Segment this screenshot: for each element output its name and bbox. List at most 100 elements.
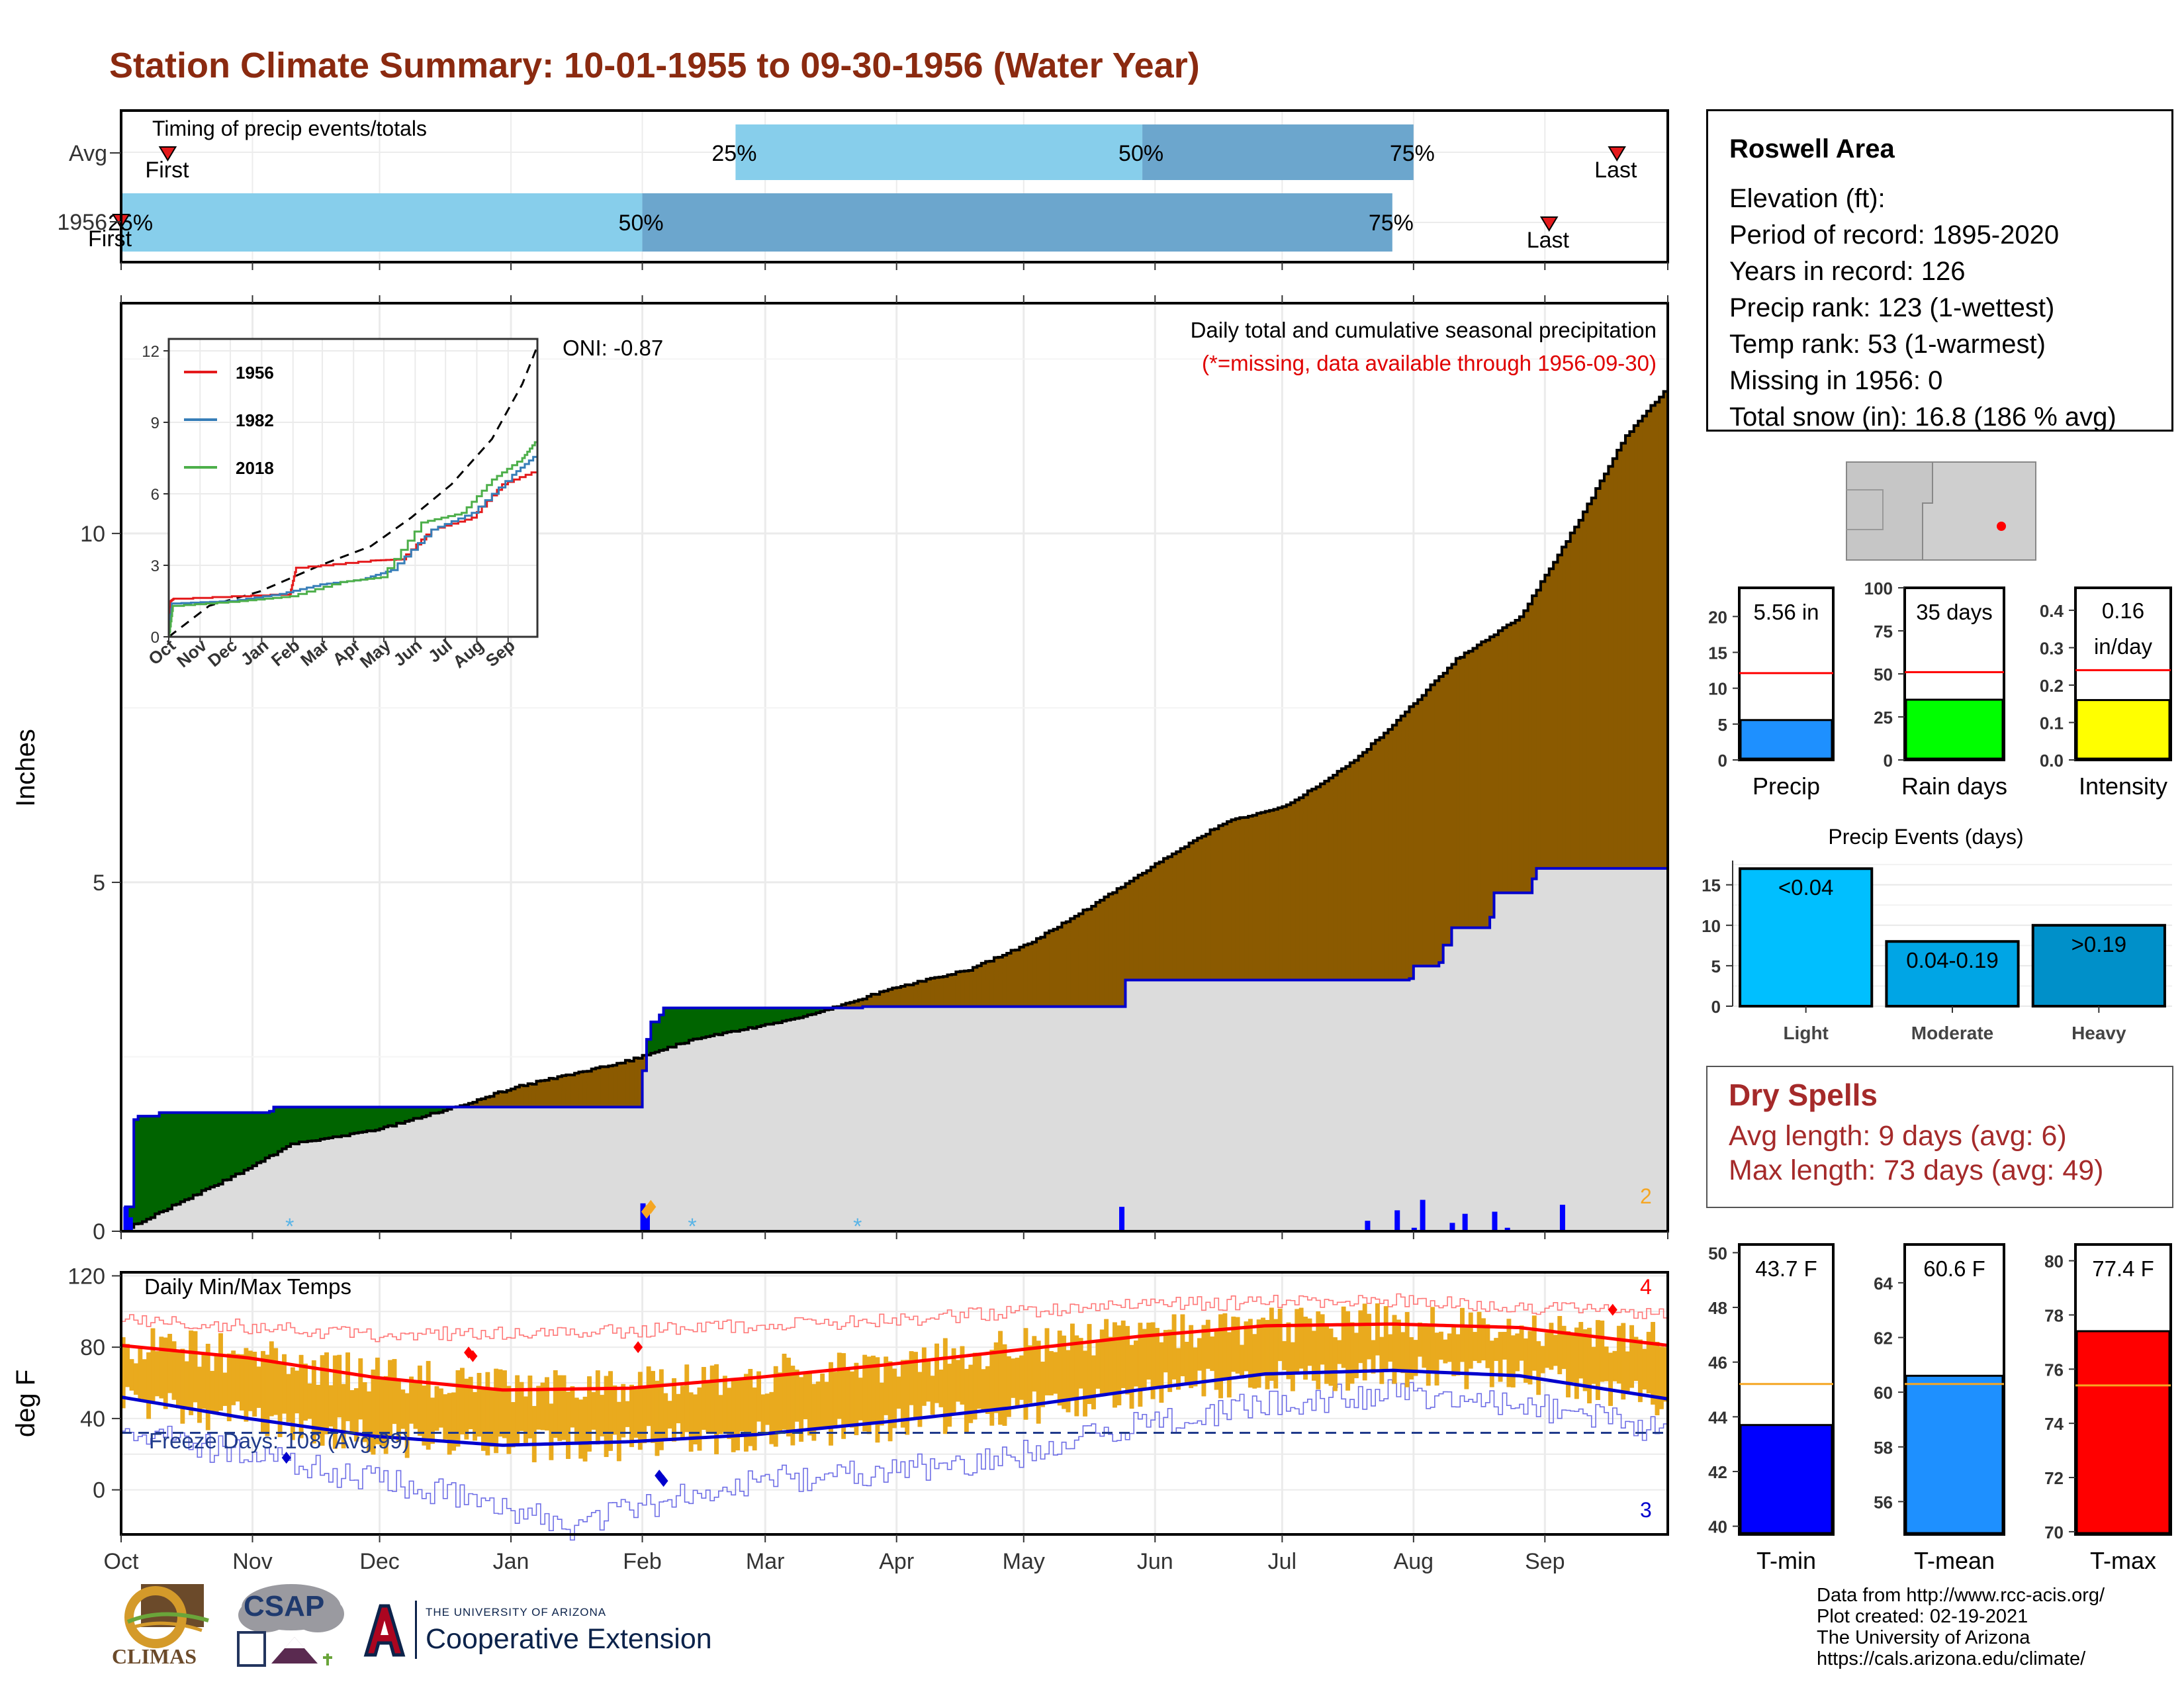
cumulative-subtitle: (*=missing, data available through 1956-… [1202, 351, 1657, 375]
intensity-chart: 0.0 0.1 0.2 0.3 0.4 Intensity 0.16 in/day [2040, 586, 2172, 800]
dry-spells-title: Dry Spells [1729, 1078, 1878, 1112]
daily-precip-bar [1462, 1213, 1468, 1231]
daily-precip-bar [1559, 1204, 1565, 1231]
missing-marker: * [285, 1214, 294, 1239]
tmin-chart-title: T-min [1756, 1547, 1816, 1574]
tmax-chart-ytick-label: 78 [2044, 1305, 2064, 1325]
intensity-chart-title: Intensity [2079, 773, 2167, 800]
cumulative-ytick-label: 10 [80, 522, 105, 547]
record-max-line [121, 1293, 1668, 1342]
oni-label: ONI: -0.87 [563, 336, 663, 360]
temps-month-label: Dec [359, 1549, 399, 1574]
intensity-chart-ytick-label: 0.4 [2040, 601, 2064, 621]
avg-last-marker [1608, 146, 1626, 162]
temps-month-label: Apr [879, 1549, 914, 1574]
precip-total-chart-title: Precip [1752, 773, 1820, 800]
avg-p75-label: 75% [1390, 141, 1435, 166]
precip-total-chart: 0 5 10 15 20 Precip 5.56 in [1708, 586, 1835, 800]
tmean-chart-title: T-mean [1914, 1547, 1995, 1574]
cumulative-title: Daily total and cumulative seasonal prec… [1191, 318, 1657, 342]
record-high-marker [1608, 1303, 1617, 1316]
avg-last-label: Last [1594, 158, 1637, 183]
rain-days-chart-ytick-label: 75 [1874, 622, 1893, 641]
record-low-marker [659, 1475, 668, 1487]
station-temp-rank: Temp rank: 53 (1-warmest) [1729, 330, 2046, 359]
daily-precip-bar [1119, 1207, 1125, 1231]
temps-ytick-label: 80 [80, 1335, 105, 1360]
daily-temp-range-bars [120, 1303, 1668, 1463]
missing-marker: * [688, 1214, 696, 1239]
snow-count-label: 2 [1640, 1184, 1652, 1208]
cumulative-panel: * * * 2 Daily total and cumulative seasonal … [11, 295, 1669, 1244]
ua-small-text: THE UNIVERSITY OF ARIZONA [426, 1606, 607, 1618]
csap-cloud-icon [237, 1584, 344, 1667]
map-border-line [1846, 489, 1884, 530]
intensity-chart-ytick-label: 0.3 [2040, 638, 2064, 658]
tmax-chart: 70 72 74 76 78 80 T-max 77.4 F [2044, 1243, 2172, 1574]
tmean-chart: 56 58 60 62 64 T-mean 60.6 F [1874, 1243, 2005, 1574]
tmax-chart-value-label: 77.4 F [2092, 1256, 2154, 1281]
rain-days-chart: 0 25 50 75 100 Rain days 35 days [1864, 579, 2007, 800]
tmax-chart-ytick-label: 80 [2044, 1252, 2064, 1272]
tmean-chart-ytick-label: 58 [1874, 1438, 1893, 1458]
snow-marker [641, 1204, 652, 1219]
daily-precip-bar [640, 1203, 646, 1231]
csap-logo: CSAP [232, 1581, 347, 1675]
precip-total-chart-ytick-label: 10 [1708, 679, 1727, 699]
precip-total-chart-value-label: 5.56 in [1753, 600, 1819, 624]
record-low-count: 3 [1640, 1498, 1652, 1522]
precip-total-chart-ytick-label: 5 [1718, 715, 1727, 735]
page-title: Station Climate Summary: 10-01-1955 to 0… [109, 46, 1200, 85]
inset-ytick-label: 0 [151, 629, 159, 647]
station-missing: Missing in 1956: 0 [1729, 366, 1943, 395]
daily-precip-bar [1420, 1199, 1426, 1231]
ua-extension-logo: THE UNIVERSITY OF ARIZONA Cooperative Ex… [361, 1601, 745, 1673]
tmax-chart-ytick-label: 70 [2044, 1523, 2064, 1542]
temps-border [120, 1271, 1669, 1536]
tmean-chart-value-label: 60.6 F [1923, 1256, 1985, 1281]
missing-marker: * [853, 1214, 862, 1239]
station-years: Years in record: 126 [1729, 257, 1966, 286]
temps-ytick-label: 40 [80, 1407, 105, 1432]
avg-first-label: First [145, 158, 189, 183]
year-bar-second-half [642, 193, 1392, 252]
station-info-panel: Roswell Area Elevation (ft): Period of r… [1706, 109, 2173, 432]
timing-row-label-year: 1956 [57, 210, 107, 235]
inset-ytick-label: 3 [151, 557, 159, 575]
footer-university: The University of Arizona [1817, 1627, 2030, 1648]
intensity-chart-ytick-label: 0.2 [2040, 676, 2064, 696]
events-category-label: Moderate [1911, 1023, 1993, 1043]
tmax-chart-bar [2075, 1330, 2171, 1534]
intensity-chart-bar [2075, 699, 2171, 760]
avg-bar-first-half [735, 124, 1143, 180]
tmax-chart-ytick-label: 76 [2044, 1360, 2064, 1380]
tmean-chart-ytick-label: 60 [1874, 1383, 1893, 1403]
avg-p25-label: 25% [711, 141, 756, 166]
snow-marker [645, 1199, 657, 1214]
rain-days-chart-ytick-label: 0 [1884, 751, 1893, 771]
record-high-marker [464, 1346, 474, 1359]
timing-row-label-avg: Avg [69, 141, 107, 166]
year-p75-label: 75% [1369, 211, 1414, 236]
daily-precip-bar [644, 1210, 650, 1231]
tmean-chart-ytick-label: 62 [1874, 1328, 1893, 1348]
rain-days-chart-ytick-label: 25 [1874, 708, 1893, 727]
intensity-chart-ytick-label: 0.0 [2040, 751, 2064, 771]
events-ytick-label: 5 [1711, 957, 1721, 976]
tmax-chart-ytick-label: 72 [2044, 1468, 2064, 1488]
record-high-count: 4 [1640, 1275, 1652, 1299]
temps-month-label: Nov [232, 1549, 272, 1574]
cumulative-border [120, 302, 1669, 1233]
station-name: Roswell Area [1729, 134, 1895, 164]
temps-month-label: Jun [1137, 1549, 1173, 1574]
tmin-chart-value-label: 43.7 F [1755, 1256, 1817, 1281]
rain-days-chart-value-label: 35 days [1916, 600, 1993, 624]
daily-precip-bar [127, 1217, 133, 1231]
events-category-label: Light [1783, 1023, 1828, 1043]
ua-block-a-icon [363, 1604, 406, 1657]
temps-month-label: Sep [1525, 1549, 1565, 1574]
locator-map [1846, 461, 2036, 561]
daily-precip-bar [123, 1207, 129, 1231]
climas-wordmark: CLIMAS [112, 1644, 197, 1668]
